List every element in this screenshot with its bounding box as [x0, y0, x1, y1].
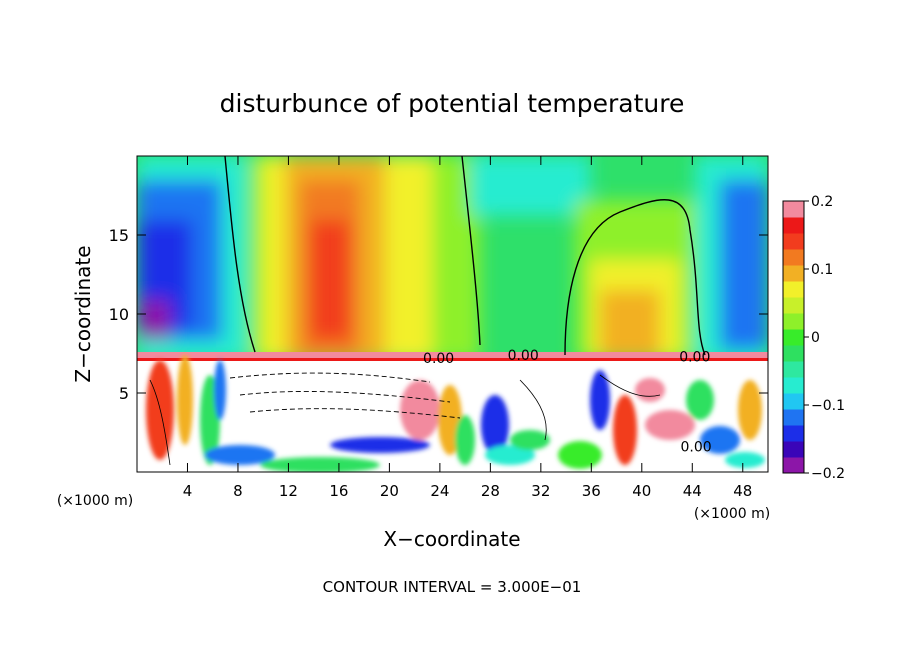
colorbar-swatch	[783, 457, 804, 474]
contour-label: 0.00	[423, 351, 454, 367]
contour-label: 0.00	[679, 350, 710, 366]
colorbar-swatch	[783, 265, 804, 282]
colorbar-swatch	[783, 329, 804, 346]
contour-interval-note: CONTOUR INTERVAL = 3.000E−01	[323, 578, 582, 596]
x-tick-label: 8	[233, 482, 243, 500]
x-axis-label: X−coordinate	[383, 527, 520, 551]
x-tick-label: 24	[430, 482, 449, 500]
colorbar-swatch	[783, 217, 804, 234]
y-tick-label: 10	[109, 305, 129, 324]
x-tick-label: 4	[183, 482, 193, 500]
x-axis-ticks: 4 8 12 16 20 24 28 32 36 40 44 48	[183, 156, 752, 500]
colorbar-swatch	[783, 345, 804, 362]
colorbar-swatch	[783, 249, 804, 266]
colorbar-swatch	[783, 393, 804, 410]
interface-band-dark	[137, 358, 768, 361]
lower-layer-patches	[146, 355, 765, 472]
y-axis-ticks: 5 10 15	[109, 226, 768, 403]
y-tick-label: 15	[109, 226, 129, 245]
colorbar-swatch	[783, 425, 804, 442]
colorbar-swatch	[783, 201, 804, 218]
colorbar-swatch	[783, 313, 804, 330]
x-tick-label: 36	[582, 482, 601, 500]
zero-contours	[224, 156, 706, 356]
x-tick-label: 32	[531, 482, 550, 500]
colorbar-swatch	[783, 361, 804, 378]
colorbar-tick-label: 0	[811, 330, 820, 346]
y-axis-label: Z−coordinate	[71, 245, 95, 382]
interface-band	[137, 352, 768, 358]
colorbar	[783, 201, 804, 474]
x-unit-left: (×1000 m)	[57, 493, 133, 509]
colorbar-swatch	[783, 441, 804, 458]
colorbar-ticks: 0.2 0.1 0 −0.1 −0.2	[804, 194, 845, 482]
x-tick-label: 12	[279, 482, 298, 500]
colorbar-swatch	[783, 281, 804, 298]
x-tick-label: 16	[329, 482, 348, 500]
colorbar-tick-label: 0.2	[811, 194, 833, 210]
x-tick-label: 40	[632, 482, 651, 500]
x-unit-right: (×1000 m)	[694, 506, 770, 522]
colorbar-tick-label: −0.1	[811, 398, 845, 414]
colorbar-swatch	[783, 377, 804, 394]
x-tick-label: 28	[481, 482, 500, 500]
x-tick-label: 48	[733, 482, 752, 500]
negative-contours	[229, 372, 461, 419]
colorbar-tick-label: −0.2	[811, 466, 845, 482]
chart-title: disturbunce of potential temperature	[220, 89, 685, 118]
positive-contours	[149, 374, 661, 466]
colorbar-swatch	[783, 297, 804, 314]
contour-label: 0.00	[680, 440, 711, 456]
y-tick-label: 5	[119, 384, 129, 403]
contour-label: 0.00	[508, 348, 539, 364]
colorbar-swatch	[783, 233, 804, 250]
colorbar-swatch	[783, 409, 804, 426]
colorbar-tick-label: 0.1	[811, 262, 833, 278]
x-tick-label: 44	[683, 482, 702, 500]
contour-labels: 0.00 0.00 0.00 0.00	[423, 348, 712, 456]
x-tick-label: 20	[380, 482, 399, 500]
heatmap-field: 0.00 0.00 0.00 0.00	[137, 156, 768, 472]
